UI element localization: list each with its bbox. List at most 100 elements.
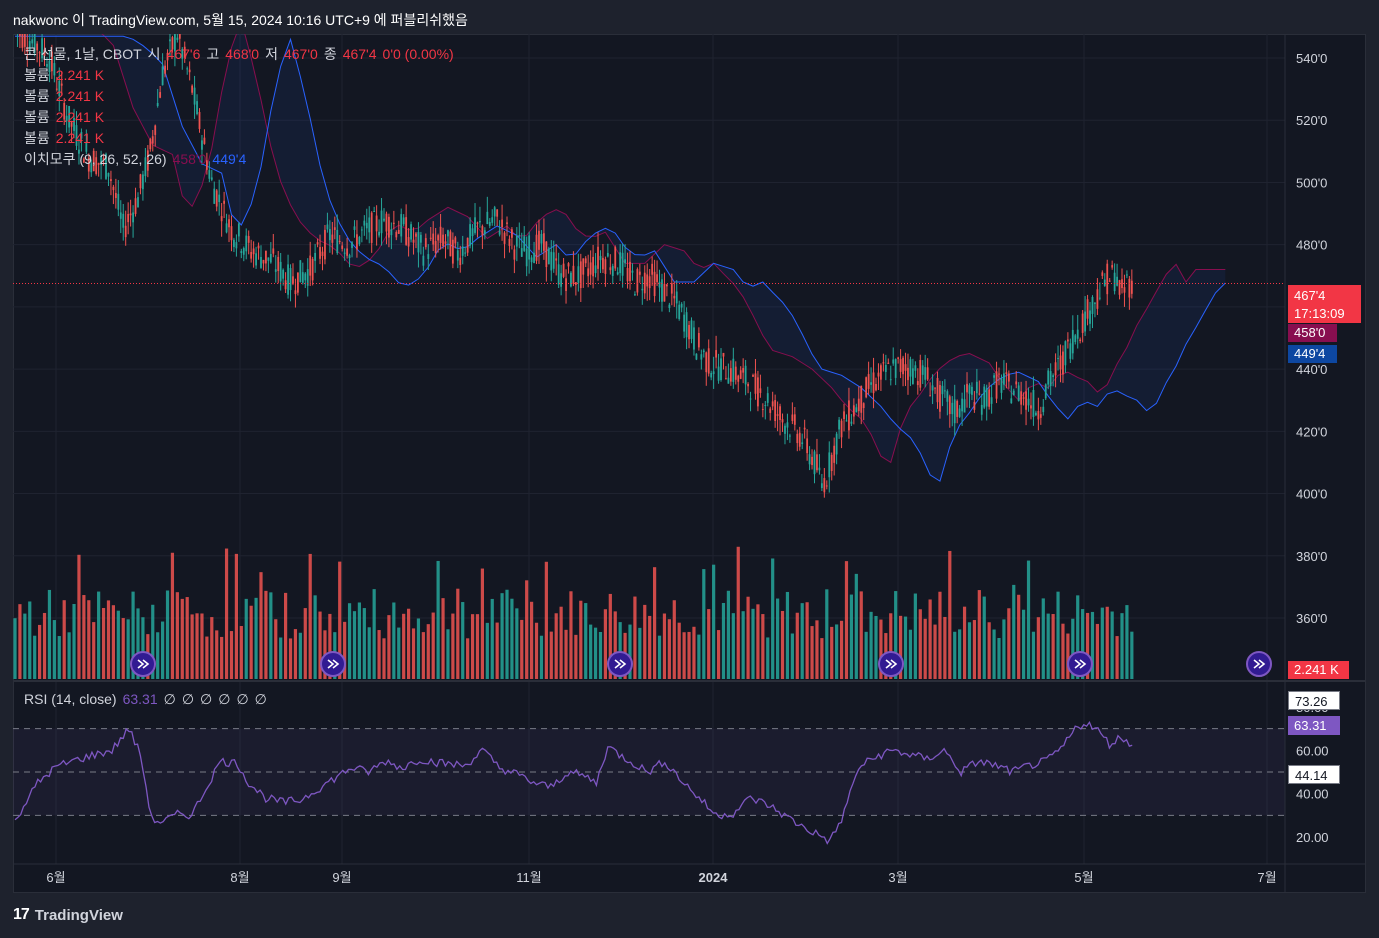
cloud-fill xyxy=(15,34,1226,482)
volume-bar xyxy=(72,603,76,679)
candle-body xyxy=(592,256,594,277)
candle-body xyxy=(572,265,575,284)
volume-bar xyxy=(485,622,489,679)
volume-bar xyxy=(603,609,607,679)
volume-bar xyxy=(726,590,730,679)
candle-body xyxy=(92,150,95,172)
volume-bar xyxy=(839,620,844,679)
chart-frame[interactable] xyxy=(13,34,1366,893)
candle-body xyxy=(392,222,395,224)
volume-bar xyxy=(564,629,568,679)
volume-bar xyxy=(1071,618,1075,679)
candle-body xyxy=(63,102,66,120)
candle-body xyxy=(142,174,144,190)
volume-bar xyxy=(426,624,430,679)
candle-body xyxy=(1103,279,1106,286)
volume-bar xyxy=(648,615,652,679)
candle-body xyxy=(725,378,727,380)
close-label: 종 xyxy=(323,46,337,62)
volume-bar xyxy=(161,621,165,679)
volume-bar xyxy=(185,597,189,679)
candle-body xyxy=(122,213,125,228)
candle-body xyxy=(535,234,538,261)
volume-bar xyxy=(1105,606,1109,679)
candle-body xyxy=(139,174,142,189)
candle-body xyxy=(567,263,570,267)
volume-bar xyxy=(776,598,780,679)
candle-body xyxy=(784,425,786,434)
candle-body xyxy=(993,375,995,378)
candle-body xyxy=(1010,398,1013,404)
volume-bar xyxy=(525,580,529,679)
volume-bar xyxy=(224,548,229,679)
volume-bar xyxy=(461,602,465,679)
volume-bar xyxy=(338,561,342,679)
volume-bar xyxy=(633,596,637,679)
volume-bar xyxy=(1051,614,1055,679)
candle-body xyxy=(931,385,934,391)
volume-bar xyxy=(1031,631,1036,679)
candle-body xyxy=(265,250,267,264)
candle-body xyxy=(434,241,437,253)
candle-body xyxy=(656,274,658,283)
volume-bar xyxy=(667,619,671,679)
candle-body xyxy=(865,377,868,398)
candle-body xyxy=(1121,279,1123,288)
volume-bar xyxy=(569,591,573,679)
candle-body xyxy=(314,252,317,261)
candle-body xyxy=(223,200,225,204)
volume-bar xyxy=(57,636,61,679)
candle-body xyxy=(1057,357,1059,359)
candle-body xyxy=(65,115,68,122)
candle-body xyxy=(948,396,951,415)
volume-bar xyxy=(407,608,411,679)
volume-bar xyxy=(249,605,253,679)
volume-bar xyxy=(938,591,942,679)
footer-brand[interactable]: 17 TradingView xyxy=(13,906,123,924)
volume-bar xyxy=(928,599,932,679)
volume-bar xyxy=(520,619,524,679)
volume-bar xyxy=(741,611,745,679)
candle-body xyxy=(973,401,976,410)
candle-body xyxy=(1116,276,1118,286)
volume-bar xyxy=(805,602,809,679)
candle-body xyxy=(464,252,467,254)
candle-body xyxy=(363,220,366,226)
candle-body xyxy=(1071,329,1074,354)
volume-tag: 2.241 K xyxy=(1288,661,1349,679)
volume-bar xyxy=(707,609,711,679)
candle-body xyxy=(493,207,496,217)
volume-bar xyxy=(377,630,381,679)
volume-bar xyxy=(362,608,366,679)
candle-body xyxy=(1059,355,1062,370)
volume-bar xyxy=(416,618,421,679)
candle-body xyxy=(422,255,425,266)
volume-bar xyxy=(761,614,765,679)
chart-canvas[interactable]: 540'0520'0500'0480'0460'0440'0420'0400'0… xyxy=(13,34,1366,893)
volume-bar xyxy=(559,606,563,679)
candle-body xyxy=(892,359,895,364)
candle-body xyxy=(247,236,250,243)
event-markers xyxy=(130,651,1272,677)
candle-body xyxy=(830,454,833,472)
volume-bar xyxy=(869,611,873,679)
candle-body xyxy=(602,257,604,270)
candle-body xyxy=(454,237,457,244)
candle-body xyxy=(1027,398,1030,406)
rsi-tick-label: 20.00 xyxy=(1296,830,1329,845)
volume-bar xyxy=(1026,560,1031,679)
candle-body xyxy=(469,224,471,246)
candle-body xyxy=(1005,372,1008,374)
candle-body xyxy=(904,364,907,371)
candle-body xyxy=(1123,287,1126,293)
candle-body xyxy=(693,327,695,350)
candle-body xyxy=(218,194,221,203)
candle-body xyxy=(201,140,203,150)
volume-bar xyxy=(997,638,1001,679)
volume-bar xyxy=(864,631,868,679)
volume-bar xyxy=(234,553,238,679)
open-label: 시 xyxy=(147,46,161,62)
candle-body xyxy=(884,364,887,372)
symbol-name[interactable]: 콘 선물, 1날, CBOT xyxy=(24,46,142,62)
candle-body xyxy=(685,312,688,338)
